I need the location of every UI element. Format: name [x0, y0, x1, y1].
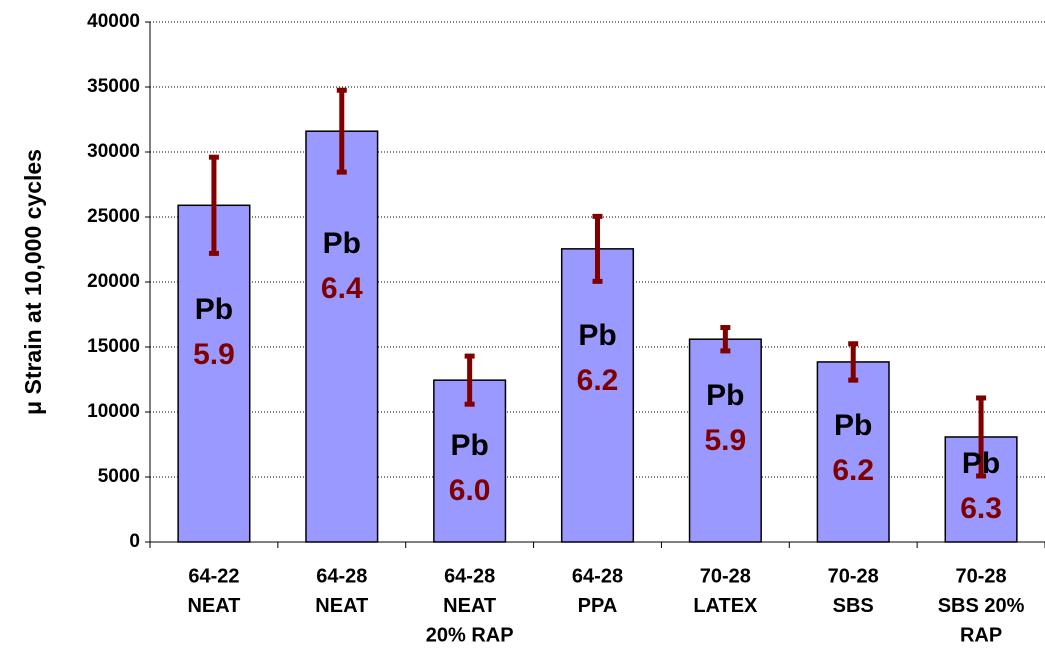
y-tick-label: 30000 — [87, 141, 140, 162]
x-tick-label: SBS — [833, 595, 874, 617]
x-tick-label: 64-28 — [572, 565, 623, 587]
bar — [305, 130, 379, 543]
bar — [433, 379, 507, 543]
bar — [688, 338, 762, 543]
x-tick-label: NEAT — [443, 595, 496, 617]
error-bar — [720, 325, 731, 354]
y-axis-label: μ Strain at 10,000 cycles — [20, 149, 46, 415]
y-tick-label: 35000 — [87, 76, 140, 97]
error-bar — [848, 341, 859, 383]
annotation-number: 6.2 — [577, 364, 619, 397]
x-tick-label: 64-22 — [188, 565, 239, 587]
y-tick-label: 0 — [129, 531, 140, 552]
x-tick-label: 20% RAP — [426, 624, 514, 646]
annotation-number: 6.3 — [960, 492, 1002, 525]
annotation-number: 6.0 — [449, 474, 491, 507]
x-tick-label: 64-28 — [316, 565, 367, 587]
y-tick-label: 25000 — [87, 206, 140, 227]
error-bar — [976, 395, 987, 479]
x-tick-label: SBS 20% — [938, 595, 1025, 617]
x-tick-label: NEAT — [187, 595, 240, 617]
y-tick-label: 10000 — [87, 401, 140, 422]
x-tick-label: 70-28 — [955, 565, 1006, 587]
annotation-label: Pb — [962, 447, 1000, 480]
x-tick-label: PPA — [578, 595, 618, 617]
y-tick-label: 5000 — [98, 466, 140, 487]
x-tick-label: 70-28 — [700, 565, 751, 587]
annotation-number: 6.4 — [321, 272, 363, 305]
annotation-number: 5.9 — [193, 338, 235, 371]
error-bar — [464, 353, 475, 407]
annotation-label: Pb — [834, 409, 872, 442]
error-bar — [208, 154, 219, 256]
y-tick-label: 40000 — [87, 11, 140, 32]
annotation-label: Pb — [323, 227, 361, 260]
annotation-label: Pb — [706, 379, 744, 412]
x-tick-label: 64-28 — [444, 565, 495, 587]
error-bar — [336, 87, 347, 175]
y-tick-label: 15000 — [87, 336, 140, 357]
annotation-label: Pb — [450, 429, 488, 462]
bar — [816, 361, 890, 543]
annotation-label: Pb — [578, 319, 616, 352]
x-tick-label: NEAT — [315, 595, 368, 617]
x-tick-label: LATEX — [693, 595, 758, 617]
bar — [177, 204, 251, 543]
annotation-number: 6.2 — [832, 454, 874, 487]
x-tick-label: 70-28 — [828, 565, 879, 587]
y-tick-label: 20000 — [87, 271, 140, 292]
bar — [560, 248, 635, 543]
x-tick-label: RAP — [960, 624, 1002, 646]
annotation-label: Pb — [195, 293, 233, 326]
annotation-number: 5.9 — [704, 424, 746, 457]
error-bar — [592, 213, 603, 284]
